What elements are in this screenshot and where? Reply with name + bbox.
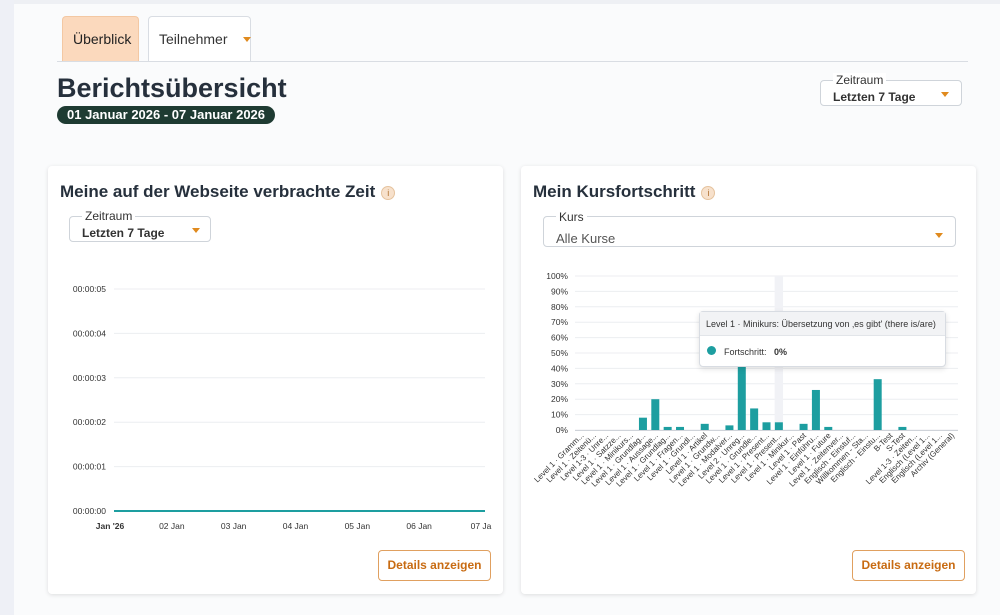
progress-card-title: Mein Kursfortschritt i — [533, 182, 716, 202]
bar — [638, 417, 647, 430]
y-tick-label: 30% — [551, 379, 568, 389]
course-progress-card: Mein Kursfortschritt i Kurs Alle Kurse 0%… — [521, 166, 976, 594]
chevron-down-icon — [935, 233, 943, 238]
time-card-title-text: Meine auf der Webseite verbrachte Zeit — [60, 182, 376, 201]
bar — [762, 422, 771, 430]
time-details-button[interactable]: Details anzeigen — [378, 550, 491, 581]
tooltip-title: Level 1 · Minikurs: Übersetzung von ‚es … — [700, 312, 945, 336]
bar — [774, 422, 783, 430]
x-tick-label: 06 Jan — [406, 521, 432, 531]
tab-participants[interactable]: Teilnehmer — [148, 16, 252, 61]
x-tick-label: Jan '26 — [96, 521, 125, 531]
tooltip-value: 0% — [774, 347, 788, 357]
info-icon[interactable]: i — [381, 186, 396, 200]
tooltip-body: Fortschritt: 0% — [700, 336, 945, 367]
progress-card-title-text: Mein Kursfortschritt — [533, 182, 696, 201]
sidebar-edge — [0, 0, 14, 615]
x-tick-label: 07 Ja — [471, 521, 492, 531]
top-bar — [0, 0, 1000, 4]
bar — [750, 408, 759, 430]
y-tick-label: 40% — [551, 363, 568, 373]
period-select-label: Zeitraum — [833, 73, 887, 87]
y-tick-label: 70% — [551, 317, 568, 327]
y-tick-label: 0% — [556, 425, 569, 435]
y-tick-label: 50% — [551, 348, 568, 358]
time-chart: 00:00:00 00:00:01 00:00:02 00:00:03 00:00:04… — [73, 284, 492, 531]
x-tick-label: 02 Jan — [159, 521, 185, 531]
chart-tooltip: Level 1 · Minikurs: Übersetzung von ‚es … — [699, 311, 946, 367]
x-tick-label: 03 Jan — [221, 521, 247, 531]
progress-details-button[interactable]: Details anzeigen — [852, 550, 965, 581]
chevron-down-icon — [243, 36, 252, 42]
period-select[interactable]: Zeitraum Letzten 7 Tage — [820, 73, 962, 106]
bar — [676, 426, 685, 430]
tab-overview[interactable]: Überblick — [62, 16, 139, 61]
bar — [700, 423, 709, 430]
y-tick-label: 00:00:02 — [73, 417, 106, 427]
bar — [663, 426, 672, 430]
time-period-label: Zeitraum — [82, 209, 136, 223]
tab-overview-label: Überblick — [73, 31, 132, 47]
course-select-value: Alle Kurse — [556, 231, 616, 246]
page-title: Berichtsübersicht — [57, 73, 287, 103]
chevron-down-icon — [192, 228, 200, 233]
x-tick-label: 05 Jan — [345, 521, 371, 531]
y-tick-label: 00:00:04 — [73, 328, 106, 338]
x-tick-label: 04 Jan — [283, 521, 309, 531]
time-on-site-card: Meine auf der Webseite verbrachte Zeit i … — [48, 166, 503, 594]
info-icon[interactable]: i — [701, 186, 716, 200]
bar — [737, 365, 746, 430]
time-period-select[interactable]: Zeitraum Letzten 7 Tage — [69, 209, 211, 242]
tab-participants-label: Teilnehmer — [159, 31, 228, 47]
period-select-value: Letzten 7 Tage — [833, 90, 916, 104]
bar — [651, 399, 660, 430]
y-tick-label: 60% — [551, 333, 568, 343]
y-tick-label: 00:00:05 — [73, 284, 106, 294]
y-tick-label: 100% — [546, 271, 568, 281]
bar — [824, 426, 833, 430]
bar — [811, 389, 820, 430]
bar — [799, 423, 808, 430]
y-tick-label: 10% — [551, 410, 568, 420]
y-tick-label: 00:00:03 — [73, 373, 106, 383]
time-card-title: Meine auf der Webseite verbrachte Zeit i — [60, 182, 396, 202]
y-tick-label: 00:00:00 — [73, 506, 106, 516]
bar — [725, 425, 734, 430]
date-range-badge: 01 Januar 2026 - 07 Januar 2026 — [57, 106, 276, 124]
series-dot-icon — [707, 346, 716, 355]
bar — [873, 379, 882, 430]
y-tick-label: 20% — [551, 394, 568, 404]
bar — [898, 426, 907, 430]
course-select-label: Kurs — [556, 210, 587, 224]
y-tick-label: 00:00:01 — [73, 462, 106, 472]
y-tick-label: 90% — [551, 286, 568, 296]
time-period-value: Letzten 7 Tage — [82, 226, 165, 240]
report-tabs: Überblick Teilnehmer — [57, 16, 968, 62]
tooltip-label: Fortschritt: — [724, 347, 767, 357]
chevron-down-icon — [941, 92, 949, 97]
y-tick-label: 80% — [551, 302, 568, 312]
progress-chart: 0% 10% 20% 30% 40% 50% 60% 70% 80% 90% 100% Level 1… — [532, 271, 958, 489]
course-select[interactable]: Kurs Alle Kurse — [543, 210, 956, 247]
